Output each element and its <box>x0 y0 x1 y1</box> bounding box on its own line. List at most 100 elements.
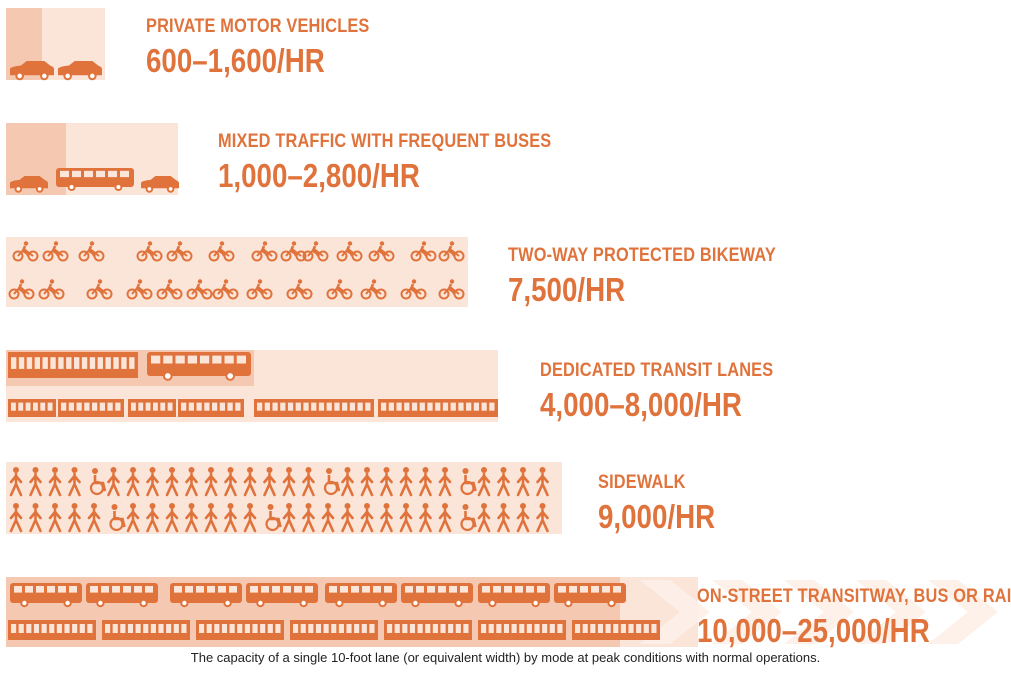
tram-icon <box>58 399 124 417</box>
pedestrian-icon <box>165 467 179 497</box>
tram-icon <box>378 399 498 417</box>
car-icon <box>58 61 102 81</box>
bus-icon <box>401 583 473 608</box>
bicycle-icon <box>360 279 387 300</box>
chevron-arrow <box>784 580 854 644</box>
tram-icon <box>178 399 244 417</box>
bus-icon <box>147 352 251 381</box>
tram-icon <box>8 352 138 378</box>
capacity-value-transitway: 10,000–25,000/HR <box>697 612 930 649</box>
wheelchair-icon <box>460 468 477 496</box>
mode-label-sidewalk: SIDEWALK <box>598 472 686 493</box>
mode-label-private-motor-vehicles: PRIVATE MOTOR VEHICLES <box>146 16 370 37</box>
pedestrian-icon <box>204 503 218 533</box>
bicycle-icon <box>400 279 427 300</box>
bicycle-icon <box>38 279 65 300</box>
tram-icon <box>128 399 176 417</box>
mode-label-mixed-traffic: MIXED TRAFFIC WITH FREQUENT BUSES <box>218 131 552 152</box>
pedestrian-icon <box>302 467 315 497</box>
pedestrian-icon <box>399 503 413 533</box>
bus-icon <box>554 583 626 608</box>
pedestrian-icon <box>87 503 101 533</box>
figure-caption: The capacity of a single 10-foot lane (o… <box>190 650 821 665</box>
pedestrian-icon <box>419 503 432 533</box>
capacity-value-bikeway: 7,500/HR <box>508 271 626 308</box>
bus-icon <box>170 583 242 608</box>
pedestrian-icon <box>9 467 23 497</box>
pedestrian-icon <box>321 503 335 533</box>
pedestrian-icon <box>360 467 374 497</box>
bicycle-icon <box>251 241 278 262</box>
tram-icon <box>196 620 284 640</box>
tram-icon <box>254 399 374 417</box>
pedestrian-icon <box>185 503 198 533</box>
bicycle-icon <box>286 279 313 300</box>
pedestrian-icon <box>126 503 140 533</box>
pedestrian-icon <box>380 503 393 533</box>
pedestrian-icon <box>360 503 374 533</box>
pedestrian-icon <box>477 503 491 533</box>
pedestrian-icon <box>29 503 42 533</box>
wheelchair-icon <box>89 468 107 496</box>
bicycle-icon <box>186 279 213 300</box>
capacity-value-mixed-traffic: 1,000–2,800/HR <box>218 157 420 194</box>
chevron-arrow <box>856 580 926 644</box>
bicycle-icon <box>280 241 307 262</box>
mode-label-transit-lanes: DEDICATED TRANSIT LANES <box>540 360 774 381</box>
tram-icon <box>102 620 190 640</box>
car-icon <box>10 61 54 81</box>
tram-icon <box>478 620 566 640</box>
mode-label-transitway: ON-STREET TRANSITWAY, BUS OR RAIL <box>697 586 1011 607</box>
bicycle-icon <box>8 279 35 300</box>
pedestrian-icon <box>497 503 510 533</box>
pedestrian-icon <box>341 503 354 533</box>
pedestrian-icon <box>146 503 159 533</box>
bicycle-icon <box>12 241 39 262</box>
pedestrian-icon <box>438 467 452 497</box>
bus-icon <box>10 583 82 608</box>
pedestrian-icon <box>419 467 432 497</box>
bicycle-icon <box>78 241 105 262</box>
pedestrian-icon <box>399 467 413 497</box>
tram-icon <box>572 620 660 640</box>
capacity-value-private-motor-vehicles: 600–1,600/HR <box>146 42 325 79</box>
bus-icon <box>56 168 134 192</box>
pedestrian-icon <box>48 467 62 497</box>
pedestrian-icon <box>341 467 354 497</box>
pedestrian-icon <box>516 503 530 533</box>
bicycle-icon <box>438 279 465 300</box>
wheelchair-icon <box>265 504 282 532</box>
bicycle-icon <box>156 279 183 300</box>
pedestrian-icon <box>165 503 179 533</box>
pedestrian-icon <box>536 467 549 497</box>
pedestrian-icon <box>68 467 81 497</box>
pedestrian-icon <box>48 503 62 533</box>
pedestrian-icon <box>302 503 315 533</box>
tram-icon <box>8 399 56 417</box>
bus-icon <box>246 583 318 608</box>
pedestrian-icon <box>497 467 510 497</box>
pedestrian-icon <box>68 503 81 533</box>
bicycle-icon <box>126 279 153 300</box>
bicycle-icon <box>368 241 395 262</box>
wheelchair-icon <box>323 468 341 496</box>
car-icon <box>141 176 179 193</box>
tram-icon <box>384 620 472 640</box>
bicycle-icon <box>166 241 193 262</box>
pedestrian-icon <box>516 467 530 497</box>
lane-background <box>6 462 562 534</box>
pedestrian-icon <box>107 467 120 497</box>
bicycle-icon <box>246 279 273 300</box>
pedestrian-icon <box>185 467 198 497</box>
bicycle-icon <box>86 279 113 300</box>
pedestrian-icon <box>126 467 140 497</box>
chevron-arrow <box>640 580 710 644</box>
pedestrian-icon <box>204 467 218 497</box>
chevron-arrow <box>712 580 782 644</box>
tram-icon <box>8 620 96 640</box>
bicycle-icon <box>136 241 163 262</box>
pedestrian-icon <box>380 467 393 497</box>
pedestrian-icon <box>263 467 276 497</box>
bicycle-icon <box>336 241 363 262</box>
